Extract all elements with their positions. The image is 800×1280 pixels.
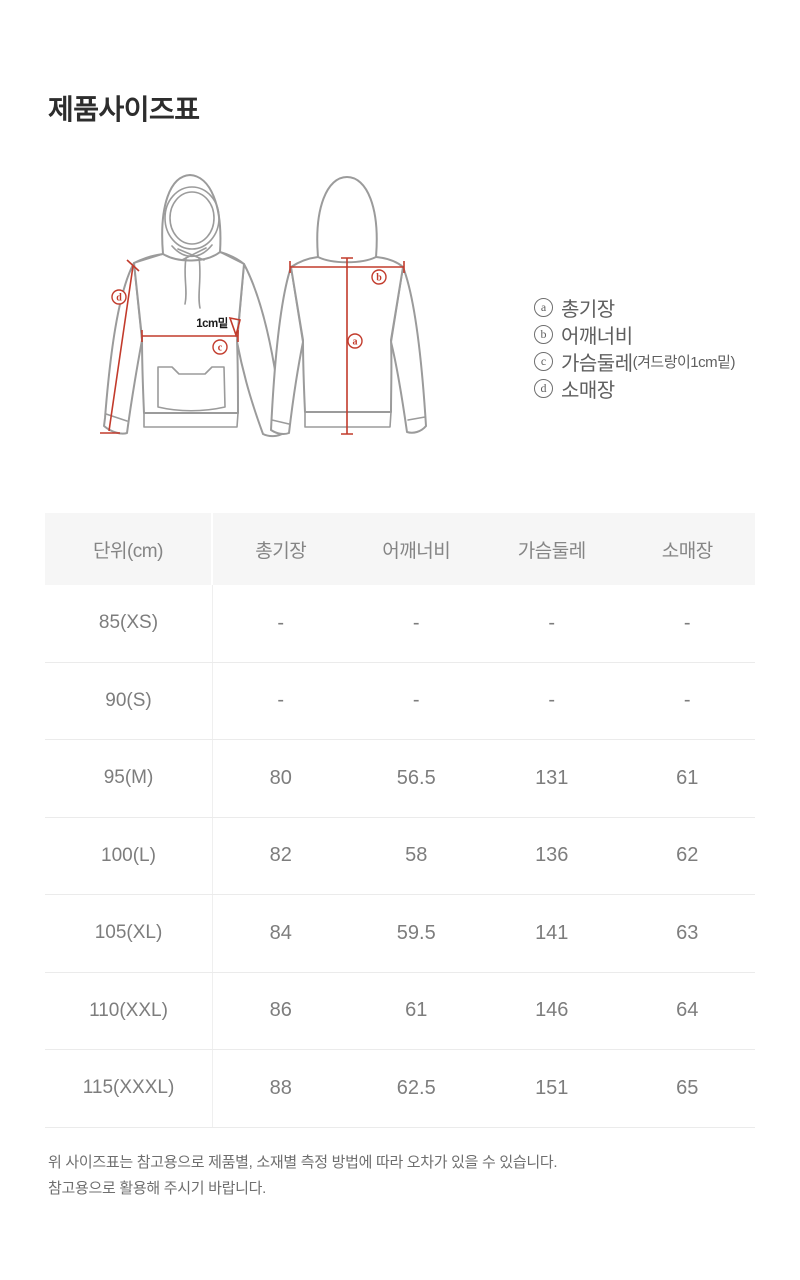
armpit-note: 1cm밑 <box>196 316 241 338</box>
value-chest: 141 <box>535 921 569 944</box>
measure-line-c: c <box>141 330 239 355</box>
table-row: 95(M) 80 56.5 131 61 <box>45 740 755 818</box>
size-label: 110(XXL) <box>45 972 213 1049</box>
svg-text:a: a <box>353 337 358 348</box>
legend-label: 가슴둘레 <box>561 353 633 375</box>
size-label: 95(M) <box>45 740 213 817</box>
table-row: 85(XS) - - - - <box>45 585 755 663</box>
value-sleeve-length: 65 <box>676 1076 699 1099</box>
size-table-header: 단위(cm) 총기장 어깨너비 가슴둘레 소매장 <box>45 513 755 585</box>
legend-label: 소매장 <box>561 380 615 402</box>
value-shoulder-width: 56.5 <box>396 766 436 789</box>
svg-text:d: d <box>116 293 122 304</box>
value-chest: 131 <box>535 766 569 789</box>
table-row: 100(L) 82 58 136 62 <box>45 817 755 895</box>
table-row: 90(S) - - - - <box>45 662 755 740</box>
value-chest: 136 <box>535 844 569 867</box>
legend-note: (겨드랑이1cm밑) <box>632 354 736 371</box>
column-header-unit: 단위(cm) <box>45 513 213 585</box>
measurement-legend: a 총기장 b 어깨너비 c 가슴둘레 (겨드랑이1cm밑) d 소매장 <box>534 294 735 402</box>
value-shoulder-width: 58 <box>405 844 428 867</box>
legend-marker-a-icon: a <box>534 298 553 317</box>
disclaimer: 위 사이즈표는 참고용으로 제품별, 소재별 측정 방법에 따라 오차가 있을 … <box>48 1150 558 1202</box>
marker-a-icon <box>347 333 363 349</box>
size-label: 90(S) <box>45 662 213 739</box>
marker-b-icon <box>371 269 387 285</box>
table-row: 110(XXL) 86 61 146 64 <box>45 972 755 1050</box>
value-sleeve-length: 62 <box>676 844 699 867</box>
measurement-annotations: d c 1cm밑 b <box>100 257 405 435</box>
hoodie-measurement-diagram: d c 1cm밑 b <box>100 174 427 438</box>
column-header-sleeve-length: 소매장 <box>661 540 713 562</box>
table-row: 115(XXXL) 88 62.5 151 65 <box>45 1050 755 1128</box>
marker-d-icon <box>111 289 127 305</box>
legend-marker-c-icon: c <box>534 352 553 371</box>
value-sleeve-length: 63 <box>676 921 699 944</box>
front-hoodie-illustration <box>103 174 285 438</box>
legend-item-sleeve-length: d 소매장 <box>534 375 735 402</box>
value-sleeve-length: 61 <box>676 766 699 789</box>
value-total-length: 84 <box>269 921 292 944</box>
table-row: 105(XL) 84 59.5 141 63 <box>45 895 755 973</box>
value-chest: - <box>548 611 556 634</box>
size-label: 100(L) <box>45 817 213 894</box>
size-table: 단위(cm) 총기장 어깨너비 가슴둘레 소매장 85(XS) - - - - … <box>45 513 755 1128</box>
value-total-length: 82 <box>269 844 292 867</box>
value-total-length: 88 <box>269 1076 292 1099</box>
legend-label: 총기장 <box>561 299 615 321</box>
measure-line-a: a <box>341 257 363 435</box>
measure-line-d: d <box>100 259 140 434</box>
svg-text:1cm밑: 1cm밑 <box>196 317 228 330</box>
disclaimer-line-2: 참고용으로 활용해 주시기 바랍니다. <box>48 1180 266 1197</box>
legend-label: 어깨너비 <box>561 326 633 348</box>
measure-line-b: b <box>289 261 405 285</box>
value-chest: - <box>548 689 556 712</box>
value-total-length: 86 <box>269 999 292 1022</box>
disclaimer-line-1: 위 사이즈표는 참고용으로 제품별, 소재별 측정 방법에 따라 오차가 있을 … <box>48 1154 558 1171</box>
value-total-length: - <box>277 689 285 712</box>
column-header-shoulder-width: 어깨너비 <box>382 540 451 562</box>
value-sleeve-length: 64 <box>676 999 699 1022</box>
size-label: 115(XXXL) <box>45 1050 213 1127</box>
value-sleeve-length: - <box>683 689 691 712</box>
value-total-length: - <box>277 611 285 634</box>
value-chest: 151 <box>535 1076 569 1099</box>
legend-item-shoulder-width: b 어깨너비 <box>534 321 735 348</box>
value-shoulder-width: - <box>412 611 420 634</box>
column-header-chest: 가슴둘레 <box>517 540 586 562</box>
value-total-length: 80 <box>269 766 292 789</box>
page-title: 제품사이즈표 <box>48 94 200 125</box>
size-label: 85(XS) <box>45 585 213 662</box>
legend-item-total-length: a 총기장 <box>534 294 735 321</box>
value-sleeve-length: - <box>683 611 691 634</box>
legend-item-chest: c 가슴둘레 (겨드랑이1cm밑) <box>534 348 735 375</box>
value-chest: 146 <box>535 999 569 1022</box>
back-hoodie-illustration <box>270 176 427 435</box>
size-label: 105(XL) <box>45 895 213 972</box>
value-shoulder-width: 62.5 <box>396 1076 436 1099</box>
value-shoulder-width: 61 <box>405 999 428 1022</box>
column-header-total-length: 총기장 <box>255 540 307 562</box>
value-shoulder-width: 59.5 <box>396 921 436 944</box>
legend-marker-b-icon: b <box>534 325 553 344</box>
value-shoulder-width: - <box>412 689 420 712</box>
svg-text:c: c <box>218 343 223 354</box>
svg-text:b: b <box>376 273 382 284</box>
legend-marker-d-icon: d <box>534 379 553 398</box>
marker-c-icon <box>212 339 228 355</box>
